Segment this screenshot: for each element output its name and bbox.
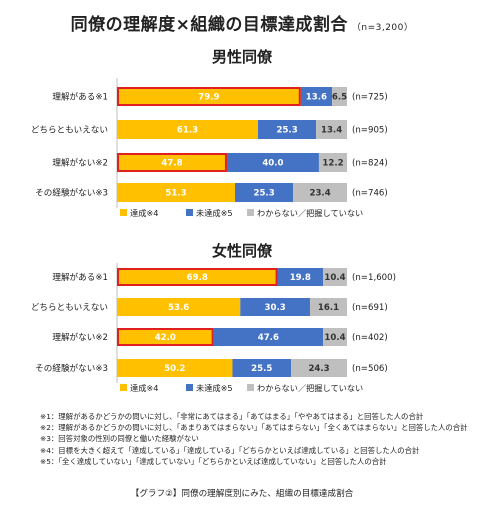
female-value-label-not-achieved-3: 47.6 <box>258 333 279 343</box>
female-value-label-unknown-4: 24.3 <box>308 364 329 374</box>
male-value-label-unknown-3: 12.2 <box>322 159 343 169</box>
male-bar-unknown-3 <box>318 153 347 172</box>
total-n-label: （n=3,200） <box>351 23 414 33</box>
female-legend-label-achieved: 達成※4 <box>130 383 158 393</box>
male-legend-swatch-not-achieved <box>186 209 193 216</box>
female-bar-achieved-3 <box>117 328 214 346</box>
male-value-label-not-achieved-1: 13.6 <box>306 93 327 103</box>
female-value-label-unknown-1: 10.4 <box>324 273 345 283</box>
female-value-label-achieved-3: 42.0 <box>155 333 176 343</box>
male-n-label-2: (n=905) <box>352 126 388 136</box>
male-value-label-unknown-1: 6.5 <box>332 93 347 103</box>
male-bar-unknown-1 <box>332 87 347 106</box>
female-bar-unknown-4 <box>291 359 347 377</box>
male-value-label-not-achieved-2: 25.3 <box>276 126 297 136</box>
female-bar-achieved-2 <box>117 298 241 316</box>
female-value-label-not-achieved-1: 19.8 <box>290 273 311 283</box>
female-category-label-3: 理解がない※2 <box>52 331 108 343</box>
female-bar-achieved-1 <box>117 268 278 286</box>
figure-caption: 【グラフ②】同僚の理解度別にみた、組織の目標達成割合 <box>130 489 354 499</box>
footnote-4: ※4：目標を大きく超えて「達成している」「達成している」「どちらかといえば達成し… <box>40 445 420 455</box>
male-bar-achieved-1 <box>117 87 301 106</box>
male-value-label-achieved-4: 51.3 <box>165 189 186 199</box>
male-bar-achieved-3 <box>117 153 227 172</box>
female-highlight-box-3 <box>117 328 214 346</box>
footnote-2: ※2：理解があるかどうかの問いに対し、「あまりあてはまらない」「あてはまらない」… <box>40 423 468 433</box>
male-bar-not-achieved-4 <box>234 183 294 202</box>
male-value-label-achieved-1: 79.9 <box>198 93 219 103</box>
female-category-label-2: どちらともいえない <box>31 302 108 313</box>
male-bar-not-achieved-3 <box>226 153 319 172</box>
male-value-label-unknown-2: 13.4 <box>321 126 342 136</box>
male-n-label-3: (n=824) <box>352 159 388 169</box>
male-highlight-box-3 <box>117 153 227 172</box>
footnote-3: ※3：回答対象の性別の同僚と働いた経験がない <box>40 434 199 444</box>
male-highlight-box-1 <box>117 87 301 106</box>
male-legend-label-unknown: わからない／把握していない <box>257 208 363 218</box>
female-value-label-unknown-2: 16.1 <box>318 303 339 313</box>
female-legend-label-unknown: わからない／把握していない <box>257 383 363 393</box>
male-category-label-3: 理解がない※2 <box>52 157 108 169</box>
female-bar-not-achieved-4 <box>232 359 292 377</box>
male-bar-unknown-4 <box>293 183 347 202</box>
male-n-label-1: (n=725) <box>352 93 388 103</box>
male-legend-label-achieved: 達成※4 <box>130 208 158 218</box>
female-legend-label-not-achieved: 未達成※5 <box>196 383 233 393</box>
female-bar-not-achieved-3 <box>213 328 324 346</box>
female-bar-unknown-2 <box>309 298 347 316</box>
female-legend-swatch-achieved <box>120 384 127 391</box>
chart-title-female: 女性同僚 <box>211 242 272 260</box>
male-n-label-4: (n=746) <box>352 189 388 199</box>
male-value-label-unknown-4: 23.4 <box>309 189 330 199</box>
female-legend-swatch-unknown <box>247 384 254 391</box>
main-title-text: 同僚の理解度×組織の目標達成割合 <box>70 15 348 35</box>
male-value-label-achieved-3: 47.8 <box>161 159 182 169</box>
footnote-5: ※5：「全く達成していない」「達成していない」「どちらかといえば達成していない」… <box>40 456 387 466</box>
male-value-label-not-achieved-4: 25.3 <box>253 189 274 199</box>
female-value-label-not-achieved-2: 30.3 <box>265 303 286 313</box>
female-bar-unknown-3 <box>323 328 347 346</box>
male-bar-achieved-2 <box>117 120 258 139</box>
female-value-label-achieved-2: 53.6 <box>168 303 189 313</box>
footnote-1: ※1：理解があるかどうかの問いに対し、「非常にあてはまる」「あてはまる」「ややあ… <box>40 412 424 421</box>
female-n-label-4: (n=506) <box>352 364 388 374</box>
main-title: 同僚の理解度×組織の目標達成割合 （n=3,200） <box>0 10 484 35</box>
female-value-label-achieved-1: 69.8 <box>187 273 208 283</box>
female-highlight-box-1 <box>117 268 278 286</box>
male-value-label-not-achieved-3: 40.0 <box>262 159 283 169</box>
male-legend-label-not-achieved: 未達成※5 <box>196 208 233 218</box>
female-value-label-not-achieved-4: 25.5 <box>251 364 272 374</box>
female-bar-unknown-1 <box>323 268 347 286</box>
male-bar-unknown-2 <box>316 120 347 139</box>
female-bar-not-achieved-2 <box>240 298 310 316</box>
male-category-label-1: 理解がある※1 <box>52 91 108 103</box>
male-legend-swatch-unknown <box>247 209 254 216</box>
male-category-label-4: その経験がない※3 <box>35 187 108 199</box>
male-value-label-achieved-2: 61.3 <box>177 126 198 136</box>
chart-title-male: 男性同僚 <box>211 48 272 66</box>
female-n-label-2: (n=691) <box>352 303 388 313</box>
male-legend-swatch-achieved <box>120 209 127 216</box>
female-value-label-unknown-3: 10.4 <box>324 333 345 343</box>
male-bar-not-achieved-1 <box>300 87 333 106</box>
female-n-label-3: (n=402) <box>352 333 388 343</box>
male-bar-achieved-4 <box>117 183 235 202</box>
female-category-label-1: 理解がある※1 <box>52 271 108 283</box>
female-category-label-4: その経験がない※3 <box>35 362 108 374</box>
female-value-label-achieved-4: 50.2 <box>164 364 185 374</box>
male-bar-not-achieved-2 <box>257 120 317 139</box>
female-bar-not-achieved-1 <box>277 268 324 286</box>
female-n-label-1: (n=1,600) <box>352 273 396 283</box>
chart-female: 理解がある※1 69.8 19.8 10.4 (n=1,600) どちらともいえない 53.… <box>31 263 396 393</box>
female-legend-swatch-not-achieved <box>186 384 193 391</box>
female-bar-achieved-4 <box>117 359 233 377</box>
footnotes: ※1：理解があるかどうかの問いに対し、「非常にあてはまる」「あてはまる」「ややあ… <box>40 411 480 467</box>
male-category-label-2: どちらともいえない <box>31 125 108 136</box>
chart-male: 理解がある※1 79.9 13.6 6.5 (n=725) どちらともいえない 61.3 25… <box>31 78 388 218</box>
